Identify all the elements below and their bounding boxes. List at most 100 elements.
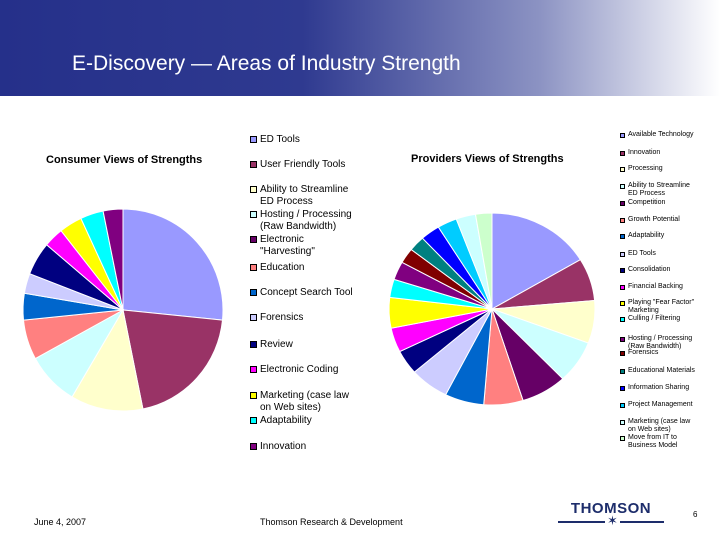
consumer-legend-item: Adaptability bbox=[250, 415, 312, 427]
providers-legend-swatch bbox=[620, 252, 625, 257]
providers-legend-label: Educational Materials bbox=[628, 367, 695, 374]
footer-date: June 4, 2007 bbox=[34, 517, 87, 527]
providers-legend-label: Financial Backing bbox=[628, 283, 683, 290]
consumer-legend-label: Ability to Streamline ED Process bbox=[260, 184, 349, 207]
consumer-legend-swatch bbox=[250, 136, 257, 143]
providers-legend-swatch bbox=[620, 133, 625, 138]
providers-legend-item: Consolidation bbox=[620, 266, 670, 274]
providers-legend-swatch bbox=[620, 234, 625, 239]
consumer-legend-item: User Friendly Tools bbox=[250, 159, 345, 171]
providers-legend-label: Consolidation bbox=[628, 266, 671, 273]
providers-legend-swatch bbox=[620, 301, 625, 306]
providers-legend-swatch bbox=[620, 436, 625, 441]
providers-legend-label: Innovation bbox=[628, 149, 661, 156]
providers-legend-item: Educational Materials bbox=[620, 367, 695, 375]
consumer-legend-label: User Friendly Tools bbox=[260, 159, 346, 170]
consumer-legend-label: Hosting / Processing (Raw Bandwidth) bbox=[260, 209, 352, 232]
page-number: 6 bbox=[693, 510, 698, 519]
logo-text: THOMSON bbox=[570, 500, 652, 517]
providers-legend-label: Culling / Filtering bbox=[628, 315, 681, 322]
providers-legend-item: Culling / Filtering bbox=[620, 315, 680, 323]
providers-legend-swatch bbox=[620, 337, 625, 342]
providers-legend-label: Hosting / Processing (Raw Bandwidth) bbox=[628, 335, 693, 350]
thomson-logo: THOMSON ✶ bbox=[556, 500, 674, 530]
consumer-legend-item: ED Tools bbox=[250, 134, 300, 146]
providers-legend-item: Ability to Streamline ED Process bbox=[620, 182, 690, 197]
providers-legend-label: Information Sharing bbox=[628, 384, 690, 391]
footer-source: Thomson Research & Development bbox=[260, 517, 403, 527]
star-icon: ✶ bbox=[605, 513, 620, 528]
providers-legend-label: ED Tools bbox=[628, 250, 656, 257]
providers-legend-swatch bbox=[620, 403, 625, 408]
providers-legend-item: Playing "Fear Factor" Marketing bbox=[620, 299, 694, 314]
providers-legend-label: Available Technology bbox=[628, 131, 694, 138]
consumer-legend-label: Innovation bbox=[260, 441, 307, 452]
consumer-legend-item: Review bbox=[250, 339, 293, 351]
consumer-legend-item: Ability to Streamline ED Process bbox=[250, 184, 348, 207]
providers-legend-item: Move from IT to Business Model bbox=[620, 434, 677, 449]
providers-legend-swatch bbox=[620, 351, 625, 356]
consumer-legend-label: Marketing (case law on Web sites) bbox=[260, 390, 349, 413]
providers-legend-swatch bbox=[620, 151, 625, 156]
providers-legend-item: Competition bbox=[620, 199, 665, 207]
consumer-legend-label: Forensics bbox=[260, 312, 304, 323]
providers-legend-item: Forensics bbox=[620, 349, 658, 357]
providers-legend-swatch bbox=[620, 420, 625, 425]
providers-pie-chart bbox=[388, 212, 596, 406]
consumer-legend-item: Hosting / Processing (Raw Bandwidth) bbox=[250, 209, 352, 232]
providers-legend-label: Playing "Fear Factor" Marketing bbox=[628, 299, 695, 314]
consumer-legend-label: Electronic Coding bbox=[260, 364, 339, 375]
consumer-legend-swatch bbox=[250, 314, 257, 321]
providers-legend-item: Marketing (case law on Web sites) bbox=[620, 418, 690, 433]
consumer-legend-swatch bbox=[250, 392, 257, 399]
consumer-slice-1 bbox=[122, 208, 224, 321]
providers-legend-swatch bbox=[620, 386, 625, 391]
providers-legend-item: Financial Backing bbox=[620, 283, 683, 291]
providers-legend-label: Marketing (case law on Web sites) bbox=[628, 418, 691, 433]
consumer-legend-swatch bbox=[250, 186, 257, 193]
consumer-legend-item: Education bbox=[250, 262, 304, 274]
consumer-legend-swatch bbox=[250, 264, 257, 271]
providers-legend-label: Growth Potential bbox=[628, 216, 680, 223]
providers-legend-swatch bbox=[620, 167, 625, 172]
providers-legend-item: Innovation bbox=[620, 149, 660, 157]
providers-legend-label: Project Management bbox=[628, 401, 693, 408]
providers-legend-swatch bbox=[620, 268, 625, 273]
providers-chart-title: Providers Views of Strengths bbox=[411, 153, 564, 165]
consumer-legend-label: Adaptability bbox=[260, 415, 312, 426]
consumer-legend-swatch bbox=[250, 443, 257, 450]
providers-legend-label: Move from IT to Business Model bbox=[628, 434, 678, 449]
providers-legend-swatch bbox=[620, 201, 625, 206]
providers-slice-19 bbox=[474, 212, 493, 310]
consumer-slice-3 bbox=[71, 308, 144, 412]
consumer-slice-2 bbox=[122, 309, 224, 410]
consumer-slice-13 bbox=[102, 208, 124, 311]
consumer-legend-swatch bbox=[250, 211, 257, 218]
providers-legend-swatch bbox=[620, 184, 625, 189]
consumer-legend-swatch bbox=[250, 341, 257, 348]
title-band bbox=[0, 0, 720, 96]
providers-legend-label: Adaptability bbox=[628, 232, 665, 239]
consumer-legend-label: ED Tools bbox=[260, 134, 300, 145]
consumer-legend-item: Electronic Coding bbox=[250, 364, 338, 376]
providers-legend-item: Available Technology bbox=[620, 131, 694, 139]
providers-legend-swatch bbox=[620, 369, 625, 374]
providers-legend-label: Forensics bbox=[628, 349, 659, 356]
consumer-legend-swatch bbox=[250, 161, 257, 168]
providers-legend-swatch bbox=[620, 285, 625, 290]
slide-title: E-Discovery — Areas of Industry Strength bbox=[72, 52, 461, 75]
consumer-legend-swatch bbox=[250, 289, 257, 296]
consumer-legend-item: Marketing (case law on Web sites) bbox=[250, 390, 349, 413]
consumer-legend-item: Concept Search Tool bbox=[250, 287, 353, 299]
consumer-legend-swatch bbox=[250, 236, 257, 243]
providers-legend-label: Processing bbox=[628, 165, 663, 172]
providers-legend-swatch bbox=[620, 317, 625, 322]
providers-legend-item: Adaptability bbox=[620, 232, 664, 240]
providers-legend-label: Competition bbox=[628, 199, 666, 206]
consumer-legend-item: Forensics bbox=[250, 312, 303, 324]
consumer-legend-label: Electronic "Harvesting" bbox=[260, 234, 315, 257]
consumer-legend-label: Education bbox=[260, 262, 305, 273]
providers-legend-item: Growth Potential bbox=[620, 216, 680, 224]
consumer-legend-swatch bbox=[250, 366, 257, 373]
consumer-legend-item: Electronic "Harvesting" bbox=[250, 234, 315, 257]
